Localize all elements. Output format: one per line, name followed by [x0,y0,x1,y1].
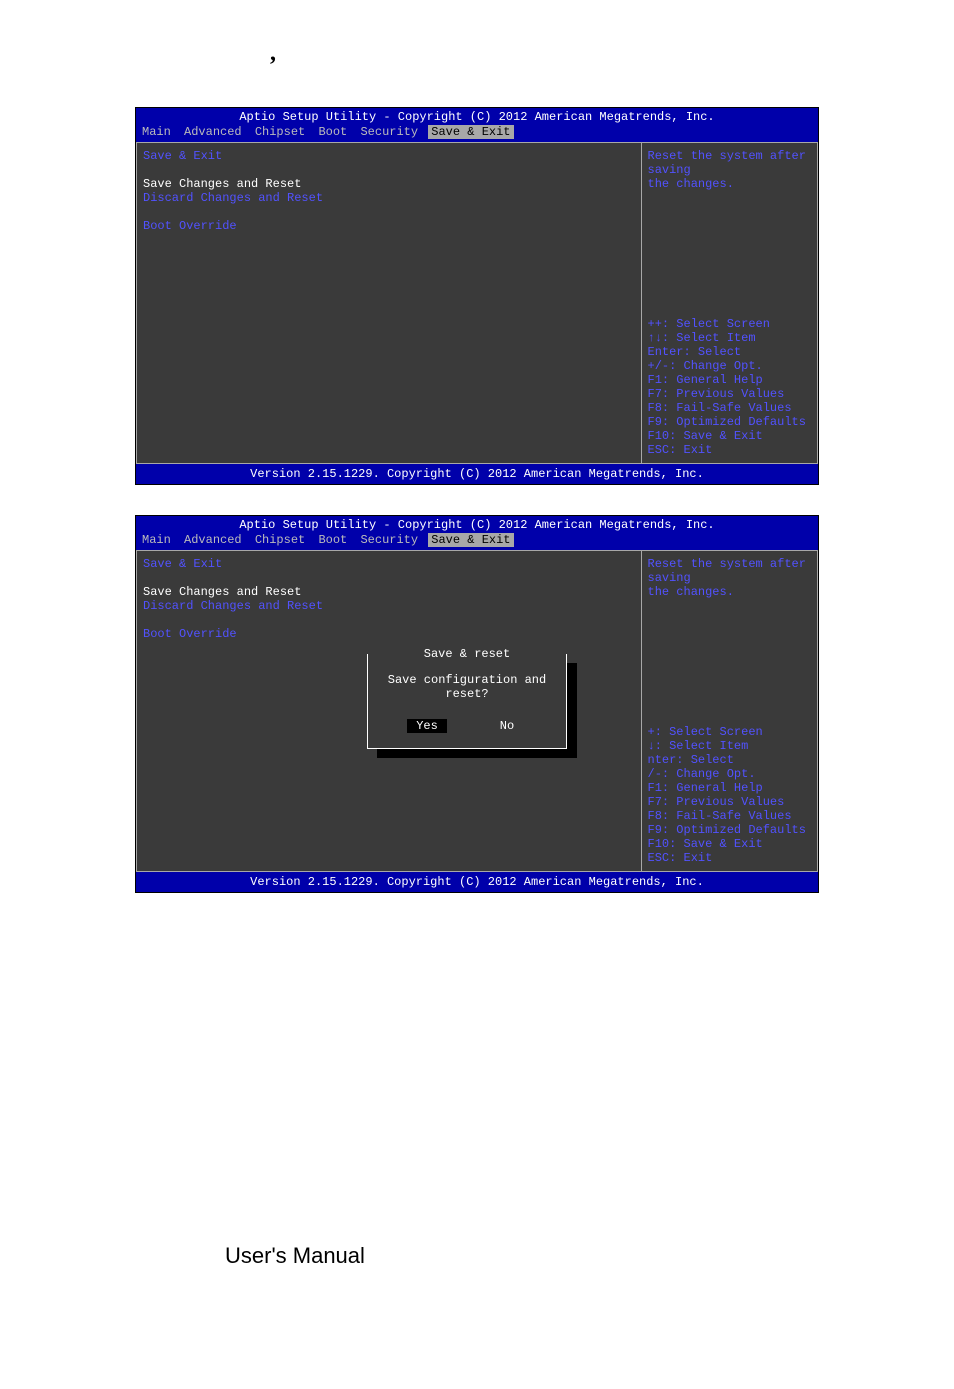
item-help-line: Reset the system after saving [648,149,812,177]
bios-left-pane: Save & Exit Save Changes and Reset Disca… [136,550,641,872]
key-hint: F7: Previous Values [648,795,812,809]
menu-tab-security[interactable]: Security [357,533,421,547]
section-title: Save & Exit [143,557,635,571]
key-hint: F9: Optimized Defaults [648,415,812,429]
dialog-message: Save configuration and reset? [368,673,566,701]
menu-tab-main[interactable]: Main [139,125,174,139]
menu-tab-advanced[interactable]: Advanced [181,125,245,139]
menu-tab-chipset[interactable]: Chipset [252,533,308,547]
section-title: Save & Exit [143,149,635,163]
key-hint: Enter: Select [648,345,812,359]
menu-tab-main[interactable]: Main [139,533,174,547]
page-footer-text: User's Manual [225,1243,954,1269]
bios-footer: Version 2.15.1229. Copyright (C) 2012 Am… [136,464,818,484]
item-save-changes[interactable]: Save Changes and Reset [143,177,635,191]
bios-screenshot-1: Aptio Setup Utility - Copyright (C) 2012… [135,107,819,485]
dialog-yes-button[interactable]: Yes [407,719,447,733]
item-discard-changes[interactable]: Discard Changes and Reset [143,191,635,205]
key-hint: ESC: Exit [648,443,812,457]
menu-tab-security[interactable]: Security [357,125,421,139]
item-help-line: the changes. [648,585,812,599]
menu-tab-save-exit[interactable]: Save & Exit [428,533,513,547]
blank-line [143,613,635,627]
item-boot-override[interactable]: Boot Override [143,219,635,233]
item-help-line: Reset the system after saving [648,557,812,585]
key-hint: +: Select Screen [648,725,812,739]
key-hint: ↓: Select Item [648,739,812,753]
menu-tab-advanced[interactable]: Advanced [181,533,245,547]
key-hint: F9: Optimized Defaults [648,823,812,837]
menu-tab-boot[interactable]: Boot [315,125,350,139]
blank-line [143,205,635,219]
dialog-title: Save & reset [368,647,566,661]
stray-comma: , [270,40,954,67]
blank-line [143,571,635,585]
bios-right-pane: Reset the system after saving the change… [641,142,819,464]
bios-left-pane: Save & Exit Save Changes and Reset Disca… [136,142,641,464]
menu-tab-save-exit[interactable]: Save & Exit [428,125,513,139]
key-hint: +/-: Change Opt. [648,359,812,373]
bios-header: Aptio Setup Utility - Copyright (C) 2012… [136,108,818,124]
item-save-changes[interactable]: Save Changes and Reset [143,585,635,599]
bios-right-pane: Reset the system after saving the change… [641,550,819,872]
key-hint: F8: Fail-Safe Values [648,401,812,415]
bios-header: Aptio Setup Utility - Copyright (C) 2012… [136,516,818,532]
key-hint: /-: Change Opt. [648,767,812,781]
key-hint: ++: Select Screen [648,317,812,331]
key-hint: F10: Save & Exit [648,837,812,851]
menu-tab-boot[interactable]: Boot [315,533,350,547]
blank-line [143,163,635,177]
dialog-no-button[interactable]: No [487,719,527,733]
key-hint: ESC: Exit [648,851,812,865]
bios-screenshot-2: Aptio Setup Utility - Copyright (C) 2012… [135,515,819,893]
key-hint: F1: General Help [648,781,812,795]
bios-menu-bar: Main Advanced Chipset Boot Security Save… [136,124,818,142]
bios-menu-bar: Main Advanced Chipset Boot Security Save… [136,532,818,550]
item-help-line: the changes. [648,177,812,191]
menu-tab-chipset[interactable]: Chipset [252,125,308,139]
item-discard-changes[interactable]: Discard Changes and Reset [143,599,635,613]
save-reset-dialog: Save & reset Save configuration and rese… [367,654,567,749]
key-hint: F1: General Help [648,373,812,387]
key-hint: ↑↓: Select Item [648,331,812,345]
key-hint: F7: Previous Values [648,387,812,401]
key-hint: nter: Select [648,753,812,767]
item-boot-override[interactable]: Boot Override [143,627,635,641]
key-hint: F8: Fail-Safe Values [648,809,812,823]
bios-footer: Version 2.15.1229. Copyright (C) 2012 Am… [136,872,818,892]
key-hint: F10: Save & Exit [648,429,812,443]
